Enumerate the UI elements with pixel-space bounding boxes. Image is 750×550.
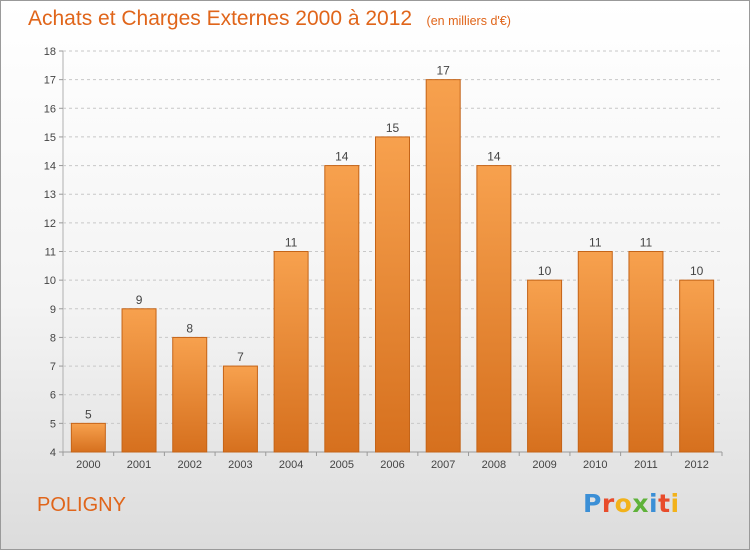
- data-label: 17: [437, 64, 451, 78]
- x-tick-label: 2012: [684, 459, 708, 471]
- bar-2007: [425, 79, 461, 453]
- x-tick-label: 2004: [279, 459, 303, 471]
- bar-2004: [273, 251, 309, 453]
- x-tick-label: 2007: [431, 459, 455, 471]
- bar-2012: [679, 279, 715, 453]
- y-tick-label: 5: [50, 418, 56, 430]
- bar-2005: [324, 165, 360, 453]
- y-tick-label: 4: [50, 447, 56, 459]
- bar-2001: [121, 308, 157, 453]
- data-label: 11: [285, 236, 298, 250]
- bar-2002: [172, 336, 208, 453]
- bar-2011: [628, 251, 664, 453]
- logo-letter: x: [632, 489, 649, 518]
- y-tick-label: 8: [50, 332, 56, 344]
- x-tick-label: 2005: [330, 459, 354, 471]
- data-label: 8: [186, 321, 193, 335]
- y-tick-label: 14: [44, 161, 56, 173]
- bar-2009: [527, 279, 563, 453]
- bar-2003: [222, 365, 258, 453]
- y-tick-label: 11: [45, 247, 56, 259]
- data-label: 10: [538, 264, 552, 278]
- logo-letter: t: [658, 489, 671, 518]
- y-tick-label: 7: [50, 361, 56, 373]
- x-tick-label: 2003: [228, 459, 252, 471]
- data-label: 14: [487, 150, 501, 164]
- logo-letter: P: [583, 489, 602, 518]
- data-label: 5: [85, 407, 92, 421]
- y-tick-label: 13: [44, 189, 56, 201]
- proxiti-logo: Proxiti: [583, 489, 680, 518]
- data-label: 11: [640, 236, 653, 250]
- logo-letter: i: [670, 489, 680, 518]
- y-tick-label: 18: [44, 46, 56, 58]
- x-tick-label: 2010: [583, 459, 607, 471]
- y-tick-label: 12: [44, 218, 56, 230]
- title-row: Achats et Charges Externes 2000 à 2012 (…: [28, 7, 511, 31]
- commune-name: POLIGNY: [37, 494, 126, 516]
- data-label: 15: [386, 121, 400, 135]
- x-tick-label: 2006: [380, 459, 404, 471]
- data-label: 7: [237, 350, 244, 364]
- bar-2010: [577, 251, 613, 453]
- bar-2008: [476, 165, 512, 453]
- data-label: 10: [690, 264, 704, 278]
- logo-letter: o: [614, 489, 633, 518]
- x-tick-label: 2001: [127, 459, 151, 471]
- x-tick-label: 2008: [482, 459, 506, 471]
- chart-subtitle: (en milliers d'€): [426, 14, 511, 28]
- y-tick-label: 9: [50, 304, 56, 316]
- chart-title: Achats et Charges Externes 2000 à 2012: [28, 7, 413, 30]
- y-tick-label: 16: [44, 103, 56, 115]
- x-tick-label: 2000: [76, 459, 100, 471]
- y-tick-label: 17: [44, 75, 56, 87]
- y-tick-label: 10: [44, 275, 56, 287]
- bar-2006: [375, 136, 410, 453]
- data-label: 9: [136, 293, 143, 307]
- logo-letter: i: [649, 489, 659, 518]
- data-label: 11: [589, 236, 602, 250]
- x-tick-label: 2011: [634, 459, 658, 471]
- y-tick-label: 6: [50, 390, 56, 402]
- y-tick-label: 15: [44, 132, 56, 144]
- x-tick-label: 2009: [532, 459, 556, 471]
- x-tick-label: 2002: [177, 459, 201, 471]
- data-label: 14: [335, 150, 349, 164]
- bar-2000: [70, 422, 106, 453]
- logo-letter: r: [601, 489, 615, 518]
